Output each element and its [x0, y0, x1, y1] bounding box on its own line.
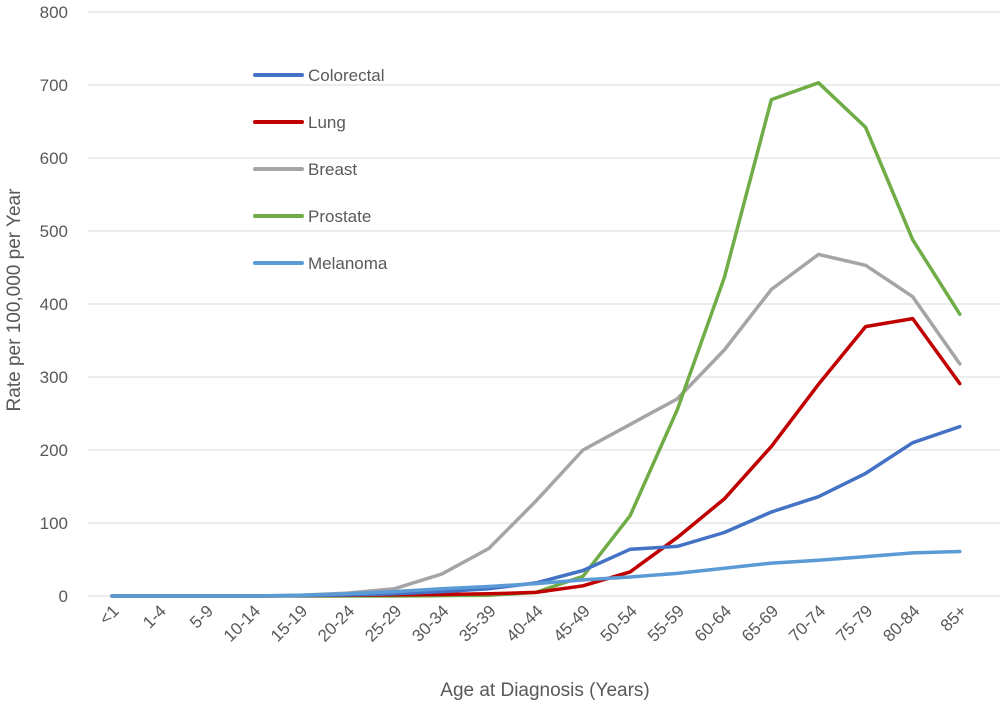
y-tick-label: 600 — [40, 149, 68, 168]
x-tick-label: 1-4 — [139, 601, 170, 632]
x-tick-label: 85+ — [937, 601, 971, 635]
y-tick-labels: 0 100 200 300 400 500 600 700 800 — [40, 3, 68, 606]
series-line-prostate — [110, 81, 962, 598]
x-tick-label: 10-14 — [220, 601, 264, 645]
x-tick-label: 35-39 — [455, 601, 499, 645]
series-line-colorectal — [110, 424, 962, 598]
y-tick-label: 400 — [40, 295, 68, 314]
x-tick-label: 50-54 — [597, 601, 641, 645]
series-lines — [110, 81, 962, 598]
legend-label-lung: Lung — [308, 113, 346, 132]
x-tick-label: 25-29 — [361, 601, 405, 645]
x-tick-labels: <1 1-4 5-9 10-14 15-19 20-24 25-29 30-34 35-39 40… — [96, 601, 971, 645]
y-tick-label: 200 — [40, 441, 68, 460]
series-line-breast — [110, 252, 962, 598]
x-tick-label: <1 — [96, 601, 123, 628]
legend: Colorectal Lung Breast Prostate Melanoma — [253, 66, 388, 273]
x-tick-label: 45-49 — [550, 601, 594, 645]
x-tick-label: 40-44 — [503, 601, 547, 645]
gridlines — [88, 11, 1000, 597]
x-tick-label: 55-59 — [644, 601, 688, 645]
x-tick-label: 65-69 — [738, 601, 782, 645]
y-tick-label: 300 — [40, 368, 68, 387]
x-tick-label: 15-19 — [267, 601, 311, 645]
x-tick-label: 60-64 — [691, 601, 735, 645]
x-tick-label: 70-74 — [785, 601, 829, 645]
y-tick-label: 700 — [40, 76, 68, 95]
y-tick-label: 800 — [40, 3, 68, 22]
x-tick-label: 30-34 — [408, 601, 452, 645]
y-tick-label: 0 — [59, 587, 68, 606]
x-tick-label: 20-24 — [314, 601, 358, 645]
y-tick-label: 500 — [40, 222, 68, 241]
legend-label-prostate: Prostate — [308, 207, 371, 226]
legend-label-breast: Breast — [308, 160, 357, 179]
y-tick-label: 100 — [40, 514, 68, 533]
x-tick-label: 5-9 — [186, 601, 217, 632]
x-tick-label: 75-79 — [832, 601, 876, 645]
x-axis-title: Age at Diagnosis (Years) — [440, 680, 649, 701]
legend-label-colorectal: Colorectal — [308, 66, 385, 85]
series-line-lung — [110, 316, 962, 598]
series-line-melanoma — [110, 549, 962, 598]
y-axis-title: Rate per 100,000 per Year — [4, 188, 25, 412]
legend-label-melanoma: Melanoma — [308, 254, 388, 273]
x-tick-label: 80-84 — [879, 601, 923, 645]
